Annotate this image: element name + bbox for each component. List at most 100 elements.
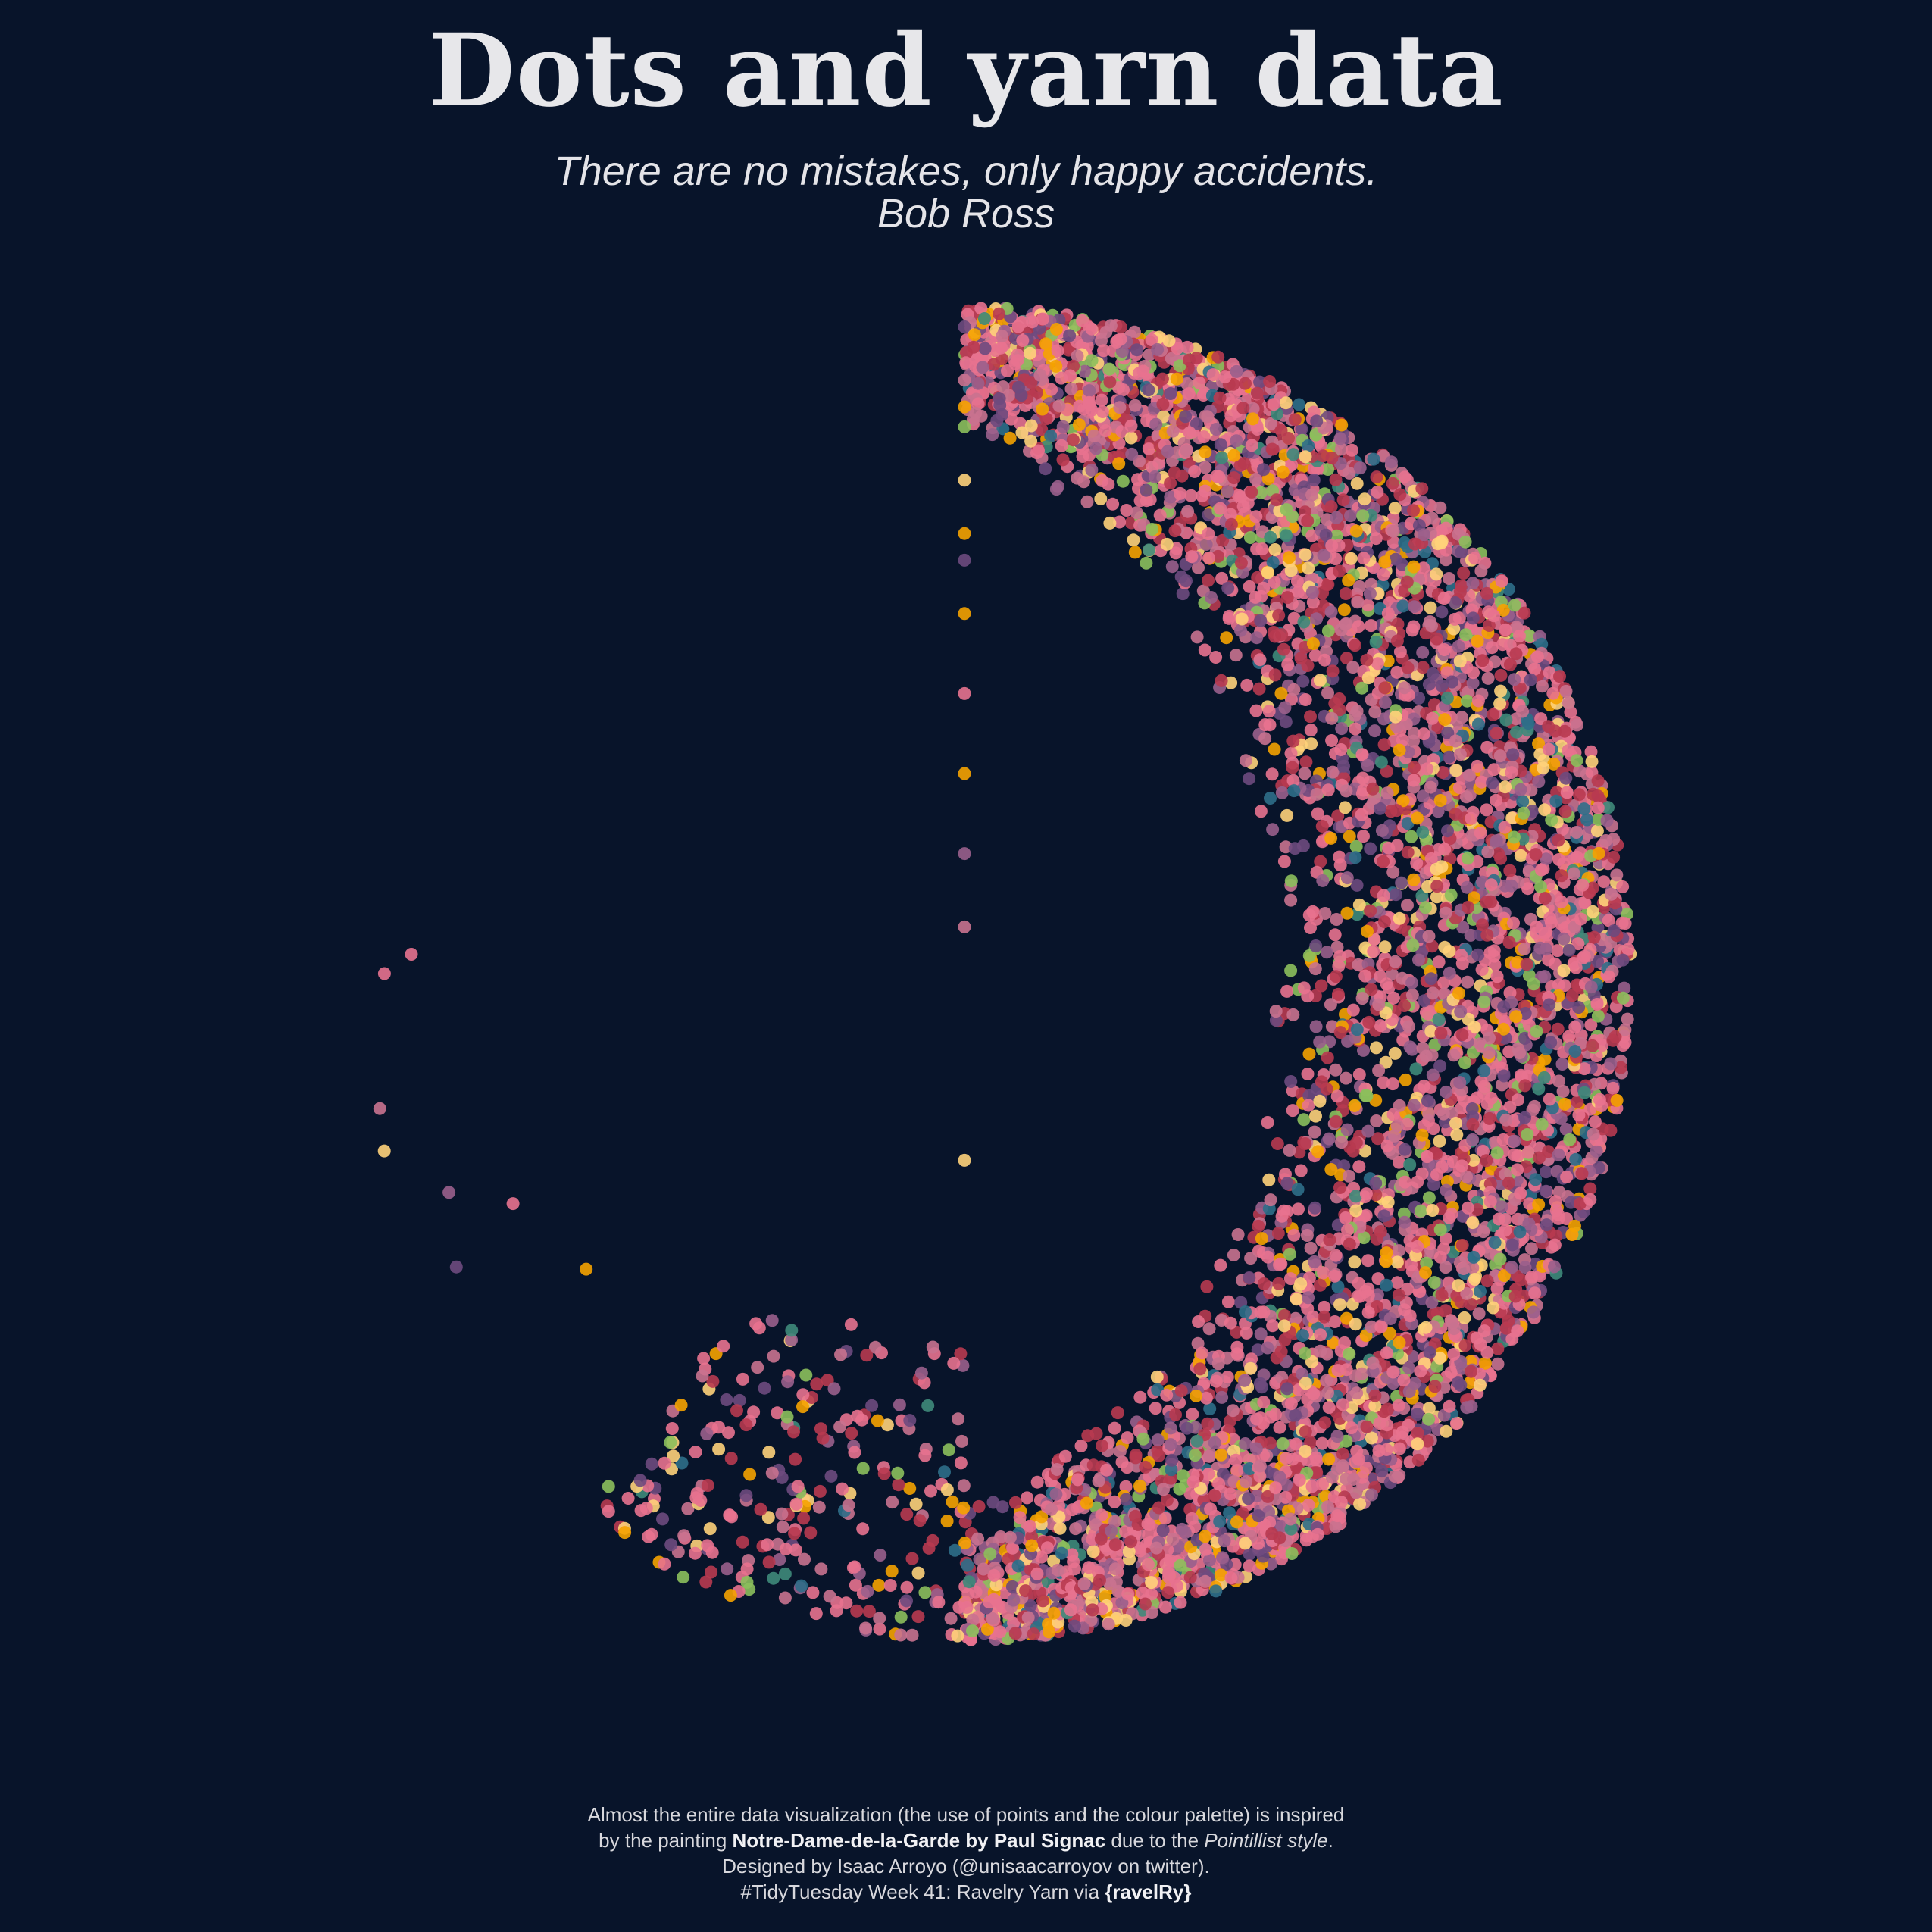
data-point <box>1416 1041 1430 1055</box>
data-point <box>1544 1036 1558 1049</box>
data-point <box>1509 647 1523 661</box>
data-point <box>1277 855 1291 868</box>
data-point <box>1618 1036 1632 1049</box>
data-point <box>1403 1040 1417 1054</box>
data-point <box>1202 1449 1216 1463</box>
data-point <box>1460 694 1474 708</box>
data-point <box>1200 1280 1214 1293</box>
data-point <box>1545 813 1558 827</box>
data-point <box>1552 1148 1565 1161</box>
data-point <box>1296 1329 1309 1343</box>
data-point <box>1263 1515 1277 1529</box>
data-point <box>1255 542 1269 556</box>
data-point <box>1600 814 1614 827</box>
data-point <box>1321 624 1335 638</box>
data-point <box>980 1622 994 1636</box>
data-point <box>1124 419 1138 433</box>
data-point <box>1158 1512 1172 1525</box>
data-point <box>1368 724 1381 738</box>
data-point <box>1490 793 1502 807</box>
data-point <box>1178 1526 1192 1540</box>
data-point <box>1159 1557 1173 1571</box>
data-point <box>1395 876 1408 889</box>
data-point <box>1202 1468 1215 1480</box>
data-point <box>1334 743 1348 756</box>
data-point <box>1430 632 1443 646</box>
data-point <box>1572 788 1586 802</box>
data-point <box>1411 1453 1425 1467</box>
data-point <box>1574 912 1587 926</box>
data-point <box>1499 623 1512 636</box>
data-point <box>1480 1154 1493 1168</box>
data-point <box>1320 1374 1333 1387</box>
data-point <box>1396 733 1409 747</box>
data-point <box>1604 1124 1618 1137</box>
data-point <box>1244 1252 1258 1265</box>
data-point <box>1199 1543 1212 1556</box>
data-point <box>1333 858 1347 872</box>
data-point <box>1195 1346 1208 1360</box>
data-point <box>986 1496 1000 1509</box>
data-point <box>1166 1533 1180 1546</box>
data-point <box>1503 864 1517 877</box>
data-point <box>1407 1099 1421 1112</box>
data-point <box>1168 524 1182 538</box>
data-point <box>1458 1339 1472 1352</box>
data-point <box>1393 1468 1406 1482</box>
data-point <box>1283 1143 1296 1157</box>
data-point <box>1149 1402 1162 1415</box>
data-point <box>1299 548 1312 561</box>
data-point <box>1532 1198 1546 1211</box>
data-point <box>1407 774 1421 787</box>
data-point <box>1497 1269 1511 1283</box>
data-point <box>1298 1346 1311 1360</box>
data-point <box>1337 603 1351 617</box>
data-point <box>1276 1437 1290 1450</box>
data-point <box>973 1552 986 1566</box>
data-point <box>1253 653 1267 667</box>
data-point <box>1340 784 1353 798</box>
data-point <box>1299 1425 1312 1439</box>
data-point <box>1350 878 1364 892</box>
data-point <box>1493 697 1507 711</box>
data-point <box>1542 953 1555 967</box>
data-point <box>1217 1468 1230 1480</box>
data-point <box>1368 705 1382 719</box>
data-point <box>1422 930 1436 943</box>
data-point <box>1316 874 1330 887</box>
data-point <box>1174 486 1186 500</box>
data-point <box>1064 382 1078 395</box>
data-point <box>1329 1063 1343 1077</box>
data-point <box>1298 767 1311 780</box>
data-point <box>1411 1408 1424 1421</box>
data-point <box>1258 732 1272 746</box>
data-point <box>1230 364 1243 378</box>
data-point <box>1343 1347 1356 1361</box>
data-point <box>1520 958 1533 971</box>
data-point <box>1215 1390 1229 1404</box>
data-point <box>1322 1452 1336 1466</box>
data-point <box>1280 503 1293 517</box>
data-point <box>1464 1297 1477 1311</box>
data-point <box>1243 772 1256 786</box>
data-point <box>990 414 1004 427</box>
data-point <box>1283 551 1296 564</box>
data-point <box>1286 1104 1299 1118</box>
data-point <box>1307 1387 1321 1401</box>
data-point <box>1045 1502 1058 1516</box>
data-point <box>1528 1286 1542 1300</box>
data-point <box>1115 345 1129 358</box>
data-point <box>1477 1324 1491 1338</box>
data-point <box>1433 1059 1447 1073</box>
data-point <box>1452 611 1466 625</box>
data-point <box>1016 334 1030 347</box>
data-point <box>1289 1408 1302 1422</box>
data-point <box>1324 1163 1338 1176</box>
data-point <box>1380 786 1394 800</box>
data-point <box>1402 1361 1416 1374</box>
data-point <box>1127 533 1140 547</box>
data-point <box>1203 1402 1217 1415</box>
data-point <box>1239 754 1252 767</box>
data-point <box>1264 1193 1277 1207</box>
